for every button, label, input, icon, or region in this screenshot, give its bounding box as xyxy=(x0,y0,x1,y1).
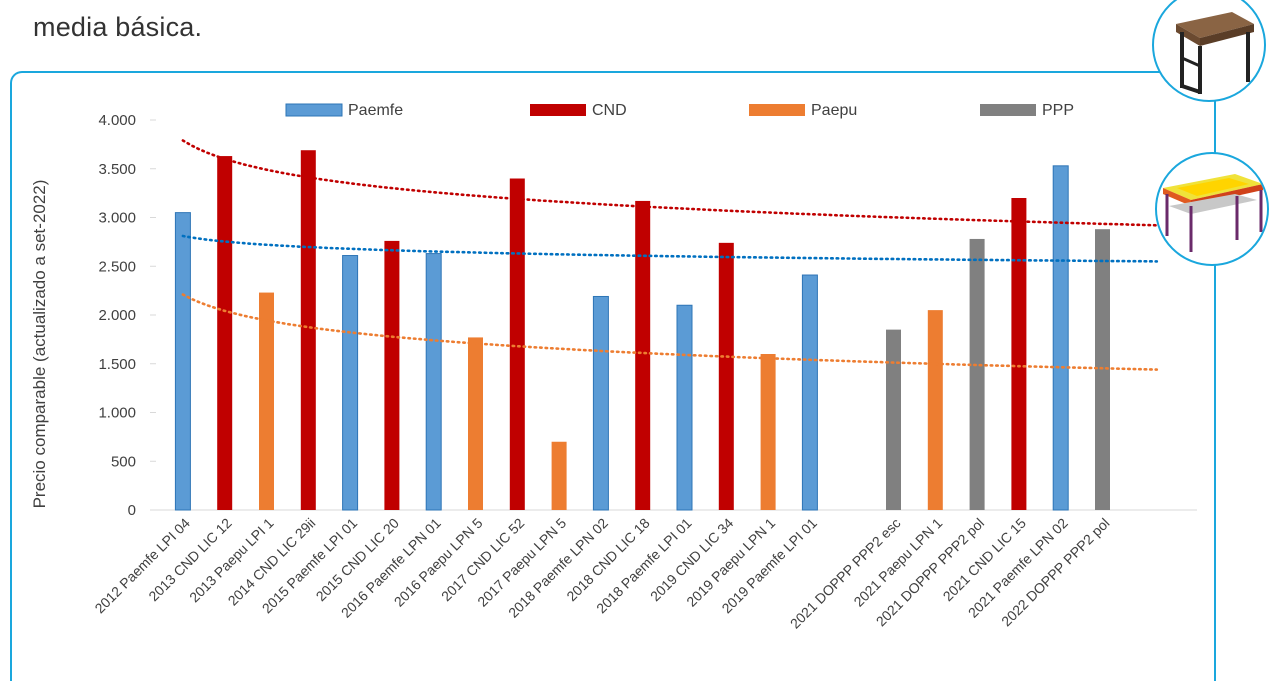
bar-cnd xyxy=(635,200,651,511)
bar-paemfe xyxy=(1052,165,1069,511)
legend-label-cnd: CND xyxy=(592,102,627,119)
bar-cnd xyxy=(1011,198,1027,510)
bar-paepu xyxy=(760,354,776,510)
y-tick-label: 4.000 xyxy=(98,112,136,129)
y-axis-title: Precio comparable (actualizado a set-202… xyxy=(30,180,49,509)
y-tick-label: 1.500 xyxy=(98,356,136,373)
trendline-cnd xyxy=(181,139,1159,227)
bar-ppp xyxy=(969,238,985,510)
y-tick-label: 2.500 xyxy=(98,258,136,275)
bar-paemfe xyxy=(342,255,359,511)
y-tick-label: 500 xyxy=(111,453,136,470)
y-tick-label: 3.000 xyxy=(98,210,136,227)
y-tick-label: 0 xyxy=(128,502,136,519)
bar-cnd xyxy=(718,242,734,510)
bar-paemfe xyxy=(425,253,442,511)
legend-swatch-paepu xyxy=(749,104,805,116)
y-tick-label: 1.000 xyxy=(98,405,136,422)
bar-paepu xyxy=(551,441,567,510)
trendline-paemfe xyxy=(181,234,1159,263)
bar-cnd xyxy=(300,150,316,510)
bar-chart: Precio comparable (actualizado a set-202… xyxy=(30,102,1197,632)
legend-swatch-paemfe xyxy=(285,103,343,117)
intro-text: media básica. xyxy=(33,12,203,42)
legend-label-paepu: Paepu xyxy=(811,102,857,119)
legend-label-ppp: PPP xyxy=(1042,102,1074,119)
bar-paemfe xyxy=(801,274,818,511)
chart-frame: Precio comparable (actualizado a set-202… xyxy=(10,71,1216,681)
legend-swatch-ppp xyxy=(980,104,1036,116)
y-tick-label: 2.000 xyxy=(98,307,136,324)
legend-swatch-cnd xyxy=(530,104,586,116)
bar-ppp xyxy=(1095,229,1110,510)
bar-paemfe xyxy=(592,295,609,511)
bar-cnd xyxy=(509,178,525,510)
bar-paepu xyxy=(468,337,483,510)
bar-paemfe xyxy=(676,304,693,511)
bar-ppp xyxy=(886,329,901,510)
bar-cnd xyxy=(384,240,400,510)
school-table-image xyxy=(1155,152,1269,266)
y-tick-label: 3.500 xyxy=(98,161,136,178)
school-desk-image xyxy=(1152,0,1266,102)
bar-cnd xyxy=(217,156,233,510)
legend-label-paemfe: Paemfe xyxy=(348,102,403,119)
bar-paepu xyxy=(259,292,274,510)
trendline-paepu xyxy=(181,293,1159,371)
bar-paemfe xyxy=(174,212,191,511)
bar-paepu xyxy=(927,310,943,510)
